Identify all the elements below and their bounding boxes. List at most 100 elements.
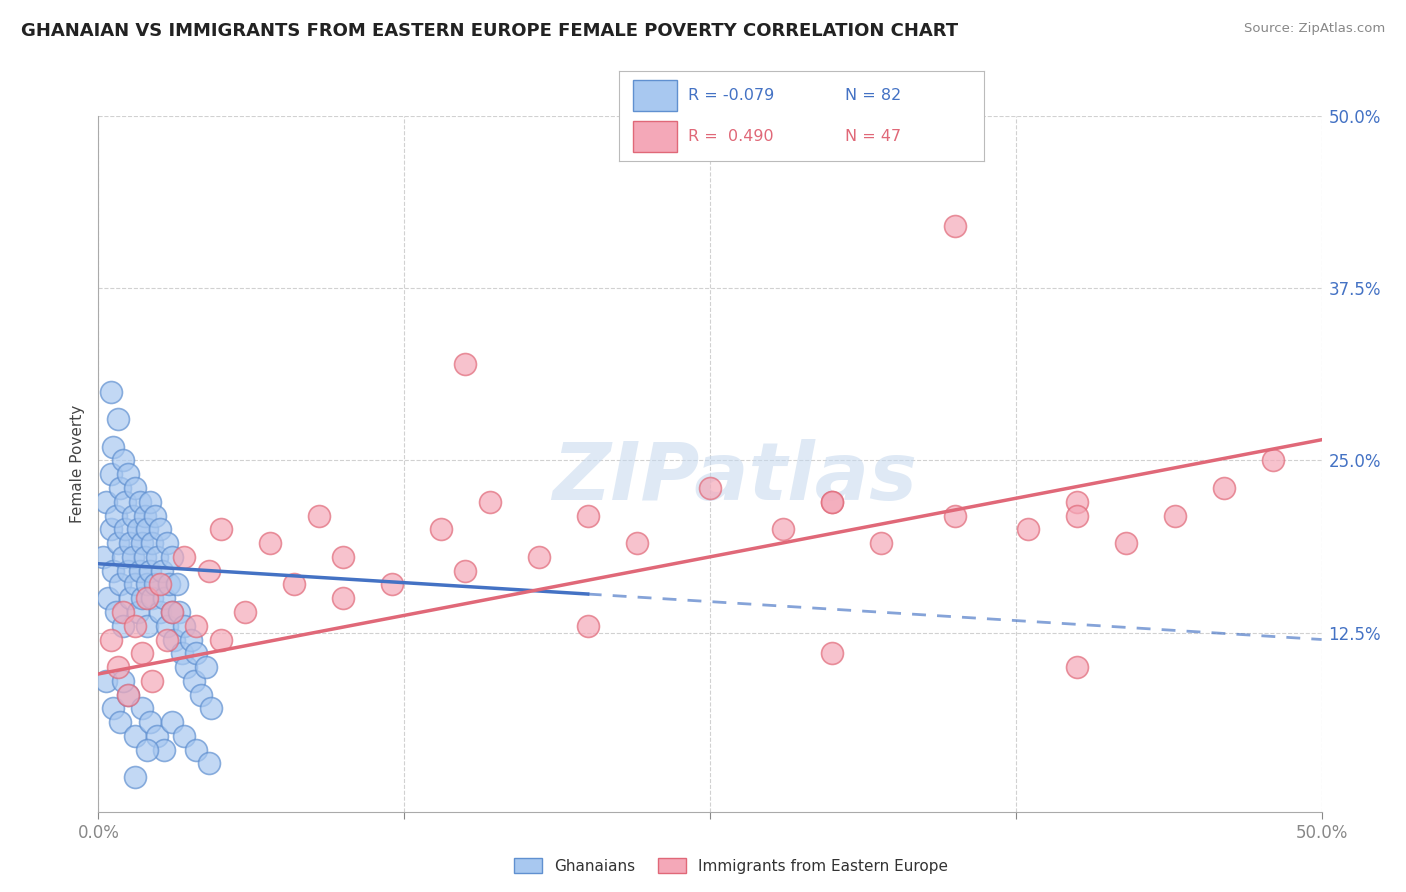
Point <box>821 494 844 508</box>
Point <box>141 673 163 688</box>
Point <box>107 660 129 674</box>
Point <box>478 494 501 508</box>
Point <box>131 536 153 550</box>
Point <box>110 715 132 730</box>
Point <box>127 605 149 619</box>
Point <box>576 618 599 632</box>
Point <box>121 549 143 564</box>
Text: R = -0.079: R = -0.079 <box>688 88 775 103</box>
Point <box>110 481 132 495</box>
Point <box>129 564 152 578</box>
Point <box>308 508 330 523</box>
Point <box>136 618 159 632</box>
Point <box>626 536 648 550</box>
Point <box>454 357 477 371</box>
Point <box>1115 536 1137 550</box>
Point <box>101 701 124 715</box>
Point <box>94 494 117 508</box>
Point <box>150 564 173 578</box>
Point <box>124 770 146 784</box>
Point <box>430 522 453 536</box>
Point <box>124 729 146 743</box>
Point <box>160 605 183 619</box>
Point <box>1066 660 1088 674</box>
Text: N = 47: N = 47 <box>845 129 901 144</box>
Point <box>141 536 163 550</box>
Point <box>173 618 195 632</box>
Point <box>129 494 152 508</box>
Point <box>117 564 139 578</box>
Point <box>1261 453 1284 467</box>
Point <box>111 605 134 619</box>
Point <box>283 577 305 591</box>
Point <box>699 481 721 495</box>
Point <box>153 742 176 756</box>
Point <box>111 453 134 467</box>
Point <box>153 591 176 606</box>
Point <box>1164 508 1187 523</box>
Point <box>114 494 136 508</box>
Point <box>821 494 844 508</box>
Point <box>156 536 179 550</box>
Point <box>97 591 120 606</box>
Point <box>209 632 232 647</box>
Point <box>91 549 114 564</box>
Point <box>104 605 127 619</box>
Point <box>200 701 222 715</box>
Text: N = 82: N = 82 <box>845 88 901 103</box>
Point <box>233 605 256 619</box>
Point <box>186 646 208 660</box>
Point <box>527 549 550 564</box>
Point <box>100 467 122 482</box>
Point <box>114 522 136 536</box>
Text: ZIPatlas: ZIPatlas <box>553 439 917 516</box>
Point <box>111 549 134 564</box>
Point <box>139 564 162 578</box>
Point <box>156 618 179 632</box>
Point <box>143 577 166 591</box>
Point <box>180 632 202 647</box>
Point <box>1066 508 1088 523</box>
Point <box>332 591 354 606</box>
Point <box>870 536 893 550</box>
Point <box>173 549 195 564</box>
Point <box>120 536 142 550</box>
Point <box>117 688 139 702</box>
Point <box>139 715 162 730</box>
Point <box>100 522 122 536</box>
Point <box>173 729 195 743</box>
Point <box>197 564 219 578</box>
Point <box>576 508 599 523</box>
Point <box>136 577 159 591</box>
Y-axis label: Female Poverty: Female Poverty <box>70 405 86 523</box>
Text: Source: ZipAtlas.com: Source: ZipAtlas.com <box>1244 22 1385 36</box>
Point <box>131 591 153 606</box>
Point <box>136 742 159 756</box>
Point <box>111 673 134 688</box>
Point <box>120 591 142 606</box>
Point <box>104 508 127 523</box>
Point <box>101 440 124 454</box>
Point <box>146 549 169 564</box>
Point <box>183 673 205 688</box>
Point <box>209 522 232 536</box>
Point <box>127 522 149 536</box>
Point <box>170 646 193 660</box>
Point <box>176 660 198 674</box>
Point <box>332 549 354 564</box>
Point <box>190 688 212 702</box>
Point <box>772 522 794 536</box>
Point <box>117 688 139 702</box>
Point <box>111 618 134 632</box>
Point <box>166 577 188 591</box>
Point <box>195 660 218 674</box>
Point <box>136 591 159 606</box>
Point <box>134 549 156 564</box>
Point <box>156 632 179 647</box>
Point <box>117 467 139 482</box>
Point <box>160 549 183 564</box>
Point <box>1212 481 1234 495</box>
Point <box>186 742 208 756</box>
Point <box>163 632 186 647</box>
Point <box>821 646 844 660</box>
